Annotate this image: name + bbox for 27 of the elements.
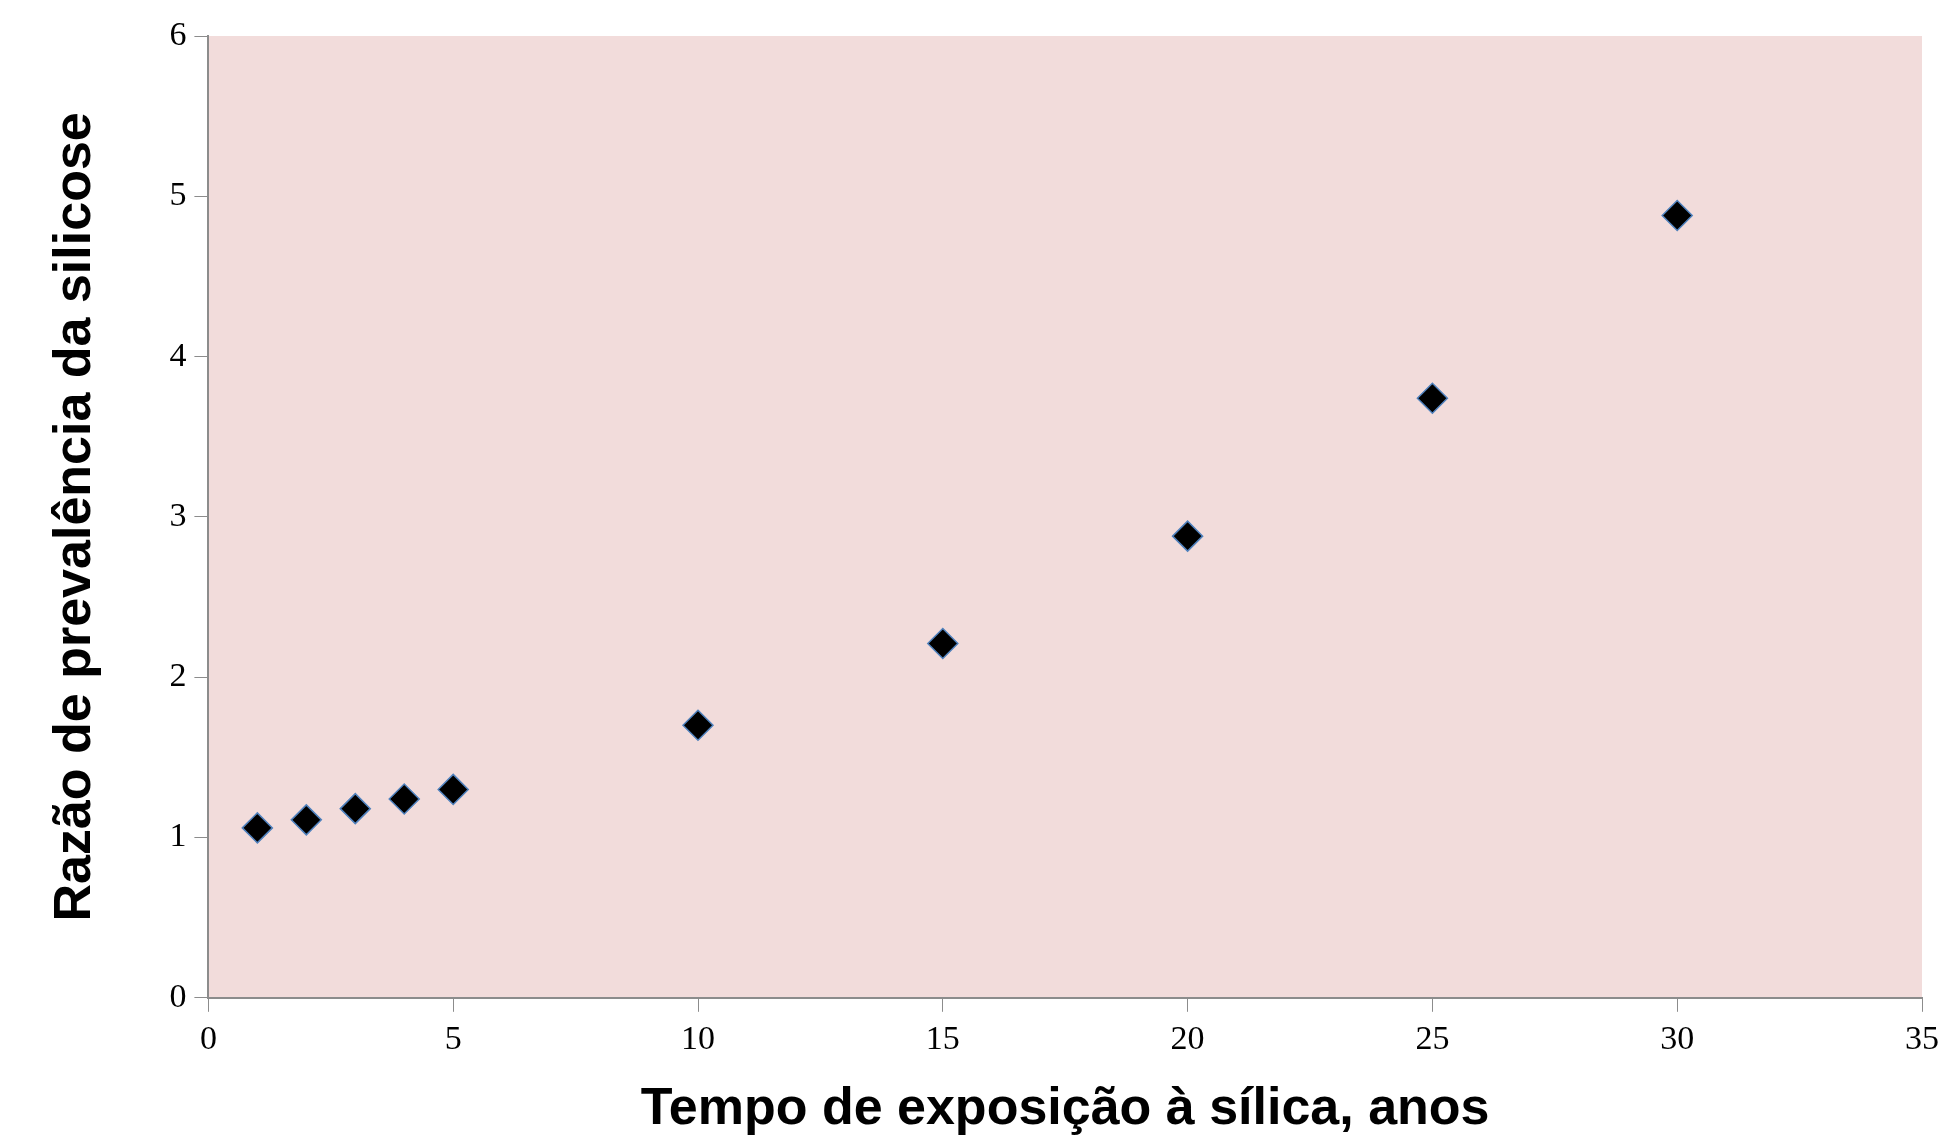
x-tick-label: 20 — [1170, 1019, 1205, 1057]
y-tick-label: 1 — [169, 816, 187, 854]
point — [927, 627, 959, 660]
point — [290, 804, 323, 836]
x-axis-title: Tempo de exposição à sílica, anos — [640, 1077, 1490, 1136]
y-tick-label: 4 — [169, 335, 187, 373]
point — [437, 773, 469, 806]
y-tick-label: 6 — [169, 14, 187, 52]
point — [1171, 520, 1204, 552]
point — [1661, 199, 1693, 232]
point — [339, 792, 372, 825]
y-tick-label: 2 — [169, 656, 187, 694]
y-tick-label: 0 — [169, 976, 187, 1014]
x-tick-label: 0 — [199, 1019, 217, 1057]
x-tick-label: 5 — [444, 1019, 462, 1057]
point — [1416, 382, 1449, 415]
y-axis-title: Razão de prevalência da silicose — [42, 112, 101, 922]
x-tick-label: 10 — [681, 1019, 715, 1057]
point — [682, 709, 714, 742]
point — [241, 812, 274, 844]
y-tick-label: 3 — [169, 495, 187, 533]
point — [388, 783, 420, 815]
x-tick-label: 15 — [925, 1019, 960, 1057]
x-tick-label: 35 — [1905, 1019, 1939, 1057]
x-tick-label: 25 — [1415, 1019, 1450, 1057]
x-tick-label: 30 — [1660, 1019, 1695, 1057]
y-tick-label: 5 — [169, 175, 187, 213]
